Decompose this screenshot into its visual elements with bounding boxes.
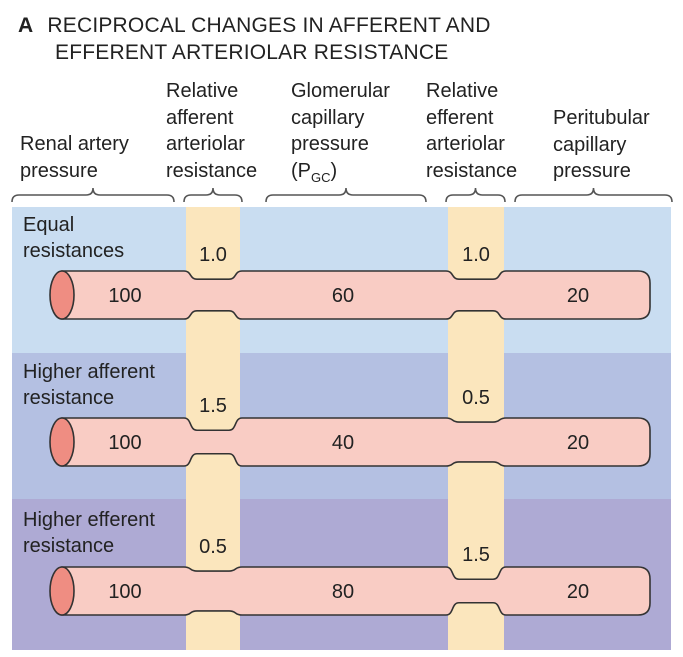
peritubular-pressure-value: 20 bbox=[567, 432, 589, 454]
renal-artery-pressure-header: Renal artery pressure bbox=[20, 133, 129, 182]
vessel-opening bbox=[49, 270, 75, 320]
efferent-resistance-value: 1.0 bbox=[462, 244, 490, 266]
afferent-brace bbox=[183, 187, 243, 203]
peritubular-brace bbox=[514, 187, 673, 203]
glomerular-header-text: Glomerular capillary pressure (P bbox=[291, 80, 390, 182]
renal-artery-pressure-value: 100 bbox=[108, 285, 141, 307]
title-line-1: RECIPROCAL CHANGES IN AFFERENT AND bbox=[47, 14, 491, 37]
row-label-higher-efferent: Higher efferent resistance bbox=[23, 509, 155, 557]
title-line-2: EFFERENT ARTERIOLAR RESISTANCE bbox=[55, 41, 449, 64]
glomerular-pressure-header: Glomerular capillary pressure (PGC) bbox=[291, 78, 390, 191]
afferent-resistance-value: 1.0 bbox=[199, 244, 227, 266]
efferent-brace bbox=[445, 187, 506, 203]
efferent-resistance-value: 1.5 bbox=[462, 544, 490, 566]
panel-letter: A bbox=[18, 14, 34, 37]
efferent-resistance-value: 0.5 bbox=[462, 387, 490, 409]
afferent-resistance-value: 1.5 bbox=[199, 395, 227, 417]
renal-artery-pressure-value: 100 bbox=[108, 432, 141, 454]
vessel-opening bbox=[49, 566, 75, 616]
blood-vessel bbox=[61, 417, 651, 467]
vessel-opening bbox=[49, 417, 75, 467]
renal-artery-brace bbox=[11, 187, 175, 203]
glomerular-header-subscript: GC bbox=[311, 169, 331, 185]
blood-vessel bbox=[61, 566, 651, 616]
afferent-resistance-value: 0.5 bbox=[199, 536, 227, 558]
row-label-higher-afferent: Higher afferent resistance bbox=[23, 361, 155, 409]
glomerular-pressure-value: 40 bbox=[332, 432, 354, 454]
glomerular-pressure-value: 80 bbox=[332, 581, 354, 603]
blood-vessel bbox=[61, 270, 651, 320]
peritubular-pressure-value: 20 bbox=[567, 581, 589, 603]
renal-artery-pressure-value: 100 bbox=[108, 581, 141, 603]
glomerular-brace bbox=[265, 187, 427, 203]
peritubular-pressure-value: 20 bbox=[567, 285, 589, 307]
row-label-equal: Equal resistances bbox=[23, 214, 125, 262]
figure-title: A RECIPROCAL CHANGES IN AFFERENT AND EFFE… bbox=[18, 12, 491, 66]
peritubular-pressure-header: Peritubular capillary pressure bbox=[553, 107, 650, 182]
afferent-resistance-header: Relative afferent arteriolar resistance bbox=[166, 80, 258, 182]
glomerular-pressure-value: 60 bbox=[332, 285, 354, 307]
glomerular-header-close: ) bbox=[330, 159, 338, 182]
efferent-resistance-header: Relative efferent arteriolar resistance bbox=[426, 80, 518, 182]
